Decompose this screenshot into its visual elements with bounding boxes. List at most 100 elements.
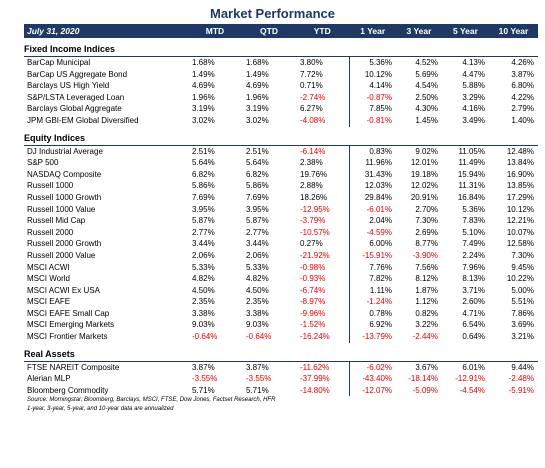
value-1-year: 6.00% <box>369 239 392 249</box>
value-10-year: -5.91% <box>508 385 534 395</box>
value-mtd: 5.86% <box>192 181 215 191</box>
value-3-year: -5.09% <box>412 385 438 395</box>
table-row: MSCI Emerging Markets 9.03% 9.03% -1.52% 6.9… <box>24 319 538 332</box>
section-title: Equity Indices <box>24 130 538 146</box>
table-row: Barclays Global Aggregate 3.19% 3.19% 6.27%… <box>24 103 538 115</box>
value-10-year: 12.58% <box>506 239 534 249</box>
value-5-year: 4.71% <box>462 308 485 318</box>
value-ytd: -6.14% <box>296 145 350 158</box>
value-1-year: 29.84% <box>364 192 392 202</box>
table-row: MSCI ACWI 5.33% 5.33% -0.98% 7.76% 7.56% 7.96%… <box>24 261 538 274</box>
value-qtd: 1.49% <box>246 69 269 79</box>
table-row: MSCI Frontier Markets -0.64% -0.64% -16.24%… <box>24 331 538 343</box>
table-row: NASDAQ Composite 6.82% 6.82% 19.76% 31.43% 19… <box>24 168 538 181</box>
index-name: MSCI World <box>27 274 70 284</box>
value-mtd: 2.35% <box>192 297 215 307</box>
value-10-year: 9.45% <box>511 262 534 272</box>
value-qtd: 5.64% <box>246 158 269 168</box>
page-title: Market Performance <box>210 6 335 21</box>
value-qtd: 2.35% <box>246 297 269 307</box>
value-5-year: 6.54% <box>462 320 485 330</box>
value-10-year: 6.80% <box>511 81 534 91</box>
value-5-year: 4.47% <box>462 69 485 79</box>
value-qtd: 1.68% <box>246 58 269 67</box>
index-name: MSCI ACWI <box>27 262 70 272</box>
table-row: MSCI ACWI Ex USA 4.50% 4.50% -6.74% 1.11% 1.8… <box>24 284 538 297</box>
value-1-year: 11.96% <box>365 158 392 168</box>
value-1-year: 7.85% <box>369 104 392 114</box>
value-5-year: 2.24% <box>462 250 485 260</box>
value-qtd: 3.02% <box>246 115 269 125</box>
value-1-year: -1.24% <box>366 297 392 307</box>
value-mtd: 2.77% <box>192 227 215 237</box>
table-row: Russell 2000 Growth 3.44% 3.44% 0.27% 6.00% 8… <box>24 238 538 250</box>
value-qtd: -3.55% <box>246 374 272 384</box>
index-name: MSCI EAFE Small Cap <box>27 308 110 318</box>
value-mtd: 7.69% <box>192 192 215 202</box>
value-10-year: 7.86% <box>511 308 534 318</box>
index-name: JPM GBI-EM Global Diversified <box>27 115 139 125</box>
value-1-year: -6.02% <box>366 362 392 372</box>
value-ytd: -21.92% <box>296 249 350 262</box>
value-qtd: 3.19% <box>246 104 269 114</box>
value-3-year: 12.01% <box>410 158 438 168</box>
value-10-year: -2.48% <box>508 374 534 384</box>
value-mtd: 3.02% <box>192 115 215 125</box>
value-10-year: 5.51% <box>511 297 534 307</box>
index-name: MSCI Frontier Markets <box>27 332 108 342</box>
annualized-footnote: 1-year, 3-year, 5-year, and 10-year data… <box>27 406 174 412</box>
value-1-year: 12.03% <box>364 181 392 191</box>
value-mtd: 2.51% <box>192 146 215 156</box>
table-row: MSCI World 4.82% 4.82% -0.93% 7.82% 8.12% 8.13… <box>24 273 538 285</box>
value-mtd: 6.82% <box>192 169 215 179</box>
value-qtd: 1.96% <box>246 92 269 102</box>
value-ytd: 19.76% <box>296 168 350 181</box>
value-1-year: 0.83% <box>369 146 392 156</box>
value-3-year: 0.82% <box>415 308 438 318</box>
value-10-year: 2.79% <box>511 104 534 114</box>
value-5-year: 11.31% <box>458 181 485 191</box>
column-header-ytd: YTD <box>296 24 350 38</box>
value-ytd: -0.93% <box>296 273 350 285</box>
table-row: Russell 1000 5.86% 5.86% 2.88% 12.03% 12.02% 1… <box>24 180 538 192</box>
value-1-year: -6.01% <box>366 204 392 214</box>
value-5-year: 7.96% <box>462 262 485 272</box>
index-name: MSCI EAFE <box>27 297 71 307</box>
value-5-year: 15.94% <box>457 169 485 179</box>
value-3-year: 3.22% <box>415 320 438 330</box>
section-header-row: Equity Indices <box>24 130 538 146</box>
value-ytd: -4.08% <box>296 114 350 127</box>
value-10-year: 7.30% <box>511 250 534 260</box>
value-1-year: -12.07% <box>362 385 392 395</box>
index-name: MSCI Emerging Markets <box>27 320 115 330</box>
value-10-year: 1.40% <box>511 115 534 125</box>
value-5-year: 0.64% <box>462 332 485 342</box>
value-qtd: 3.95% <box>246 204 269 214</box>
column-header-qtd: QTD <box>242 24 296 38</box>
value-qtd: 5.86% <box>246 181 269 191</box>
index-name: NASDAQ Composite <box>27 169 102 179</box>
value-3-year: 7.30% <box>415 216 438 226</box>
index-name: BarCap US Aggregate Bond <box>27 69 128 79</box>
value-1-year: 1.11% <box>369 285 392 295</box>
value-ytd: -10.57% <box>296 226 350 239</box>
table-row: Russell 1000 Value 3.95% 3.95% -12.95% -6.01… <box>24 203 538 216</box>
value-3-year: 4.52% <box>415 58 438 67</box>
value-mtd: 5.64% <box>192 158 215 168</box>
section-header-row: Real Assets <box>24 346 538 362</box>
value-3-year: 5.69% <box>415 69 438 79</box>
value-mtd: 3.95% <box>192 204 215 214</box>
value-mtd: 4.69% <box>192 81 215 91</box>
index-name: Russell 1000 <box>27 181 74 191</box>
value-1-year: 10.12% <box>364 69 392 79</box>
column-header-3-year: 3 Year <box>396 24 442 38</box>
value-10-year: 3.87% <box>511 69 534 79</box>
value-ytd: 7.72% <box>296 68 350 81</box>
value-5-year: 11.49% <box>458 158 485 168</box>
index-name: Russell 2000 Growth <box>27 239 102 249</box>
value-qtd: -0.64% <box>246 332 272 342</box>
value-5-year: 4.16% <box>462 104 485 114</box>
value-5-year: -12.91% <box>455 374 485 384</box>
table-row: Russell 1000 Growth 7.69% 7.69% 18.26% 29.84… <box>24 191 538 204</box>
